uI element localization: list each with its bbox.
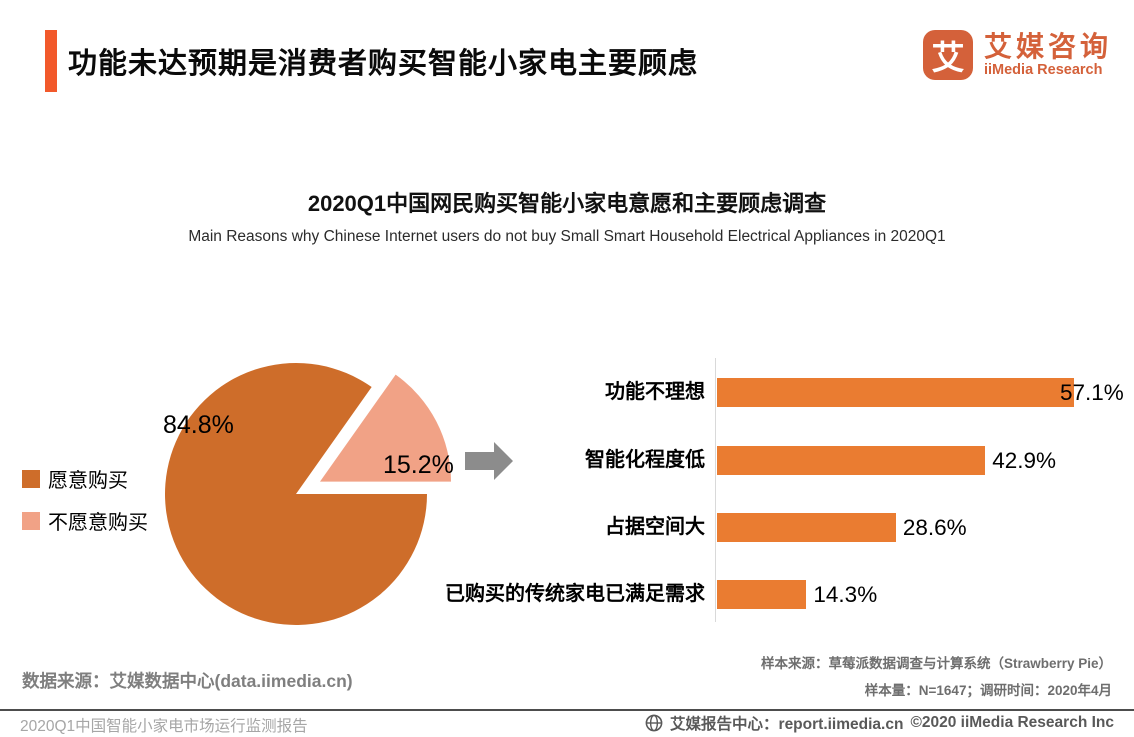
legend-label-willing: 愿意购买 — [48, 470, 128, 492]
bar-row: 智能化程度低 42.9% — [0, 446, 1134, 475]
arrow-right-icon — [465, 442, 513, 480]
bar — [717, 377, 1074, 407]
legend-label-unwilling: 不愿意购买 — [48, 512, 148, 534]
bar-row: 功能不理想 57.1% — [0, 377, 1134, 407]
footer-right: 艾媒报告中心：report.iimedia.cn ©2020 iiMedia R… — [645, 712, 1114, 734]
bar-value-label: 28.6% — [902, 515, 967, 540]
footer-copyright: ©2020 iiMedia Research Inc — [910, 714, 1114, 731]
legend-swatch-willing — [22, 469, 40, 488]
bar — [717, 580, 807, 609]
bar — [717, 446, 986, 475]
title-accent-bar — [45, 30, 57, 92]
iimedia-logo-icon: 艾 — [922, 30, 973, 80]
logo-name-en: iiMedia Research — [983, 61, 1103, 78]
sample-notes: 样本来源：草莓派数据调查与计算系统（Strawberry Pie） 样本量：N=… — [761, 650, 1112, 704]
bar-row: 已购买的传统家电已满足需求 14.3% — [0, 580, 1134, 609]
bar-value-label: 57.1% — [1060, 379, 1124, 405]
bar-category-label: 已购买的传统家电已满足需求 — [445, 583, 705, 605]
bar-value-label: 14.3% — [813, 582, 878, 607]
footer-report-center: 艾媒报告中心：report.iimedia.cn — [670, 716, 904, 733]
pie-value-unwilling: 15.2% — [383, 451, 454, 479]
logo-name-cn: 艾媒咨询 — [983, 30, 1112, 62]
page-title: 功能未达预期是消费者购买智能小家电主要顾虑 — [68, 48, 699, 80]
pie-value-willing: 84.8% — [163, 411, 234, 439]
chart-subtitle: Main Reasons why Chinese Internet users … — [188, 228, 946, 245]
bar-category-label: 功能不理想 — [605, 380, 705, 403]
iimedia-logo: 艾 艾媒咨询 iiMedia Research — [922, 30, 1112, 80]
logo-text: 艾媒咨询 iiMedia Research — [983, 30, 1112, 79]
legend-swatch-unwilling — [22, 511, 40, 530]
footer-divider — [0, 709, 1134, 711]
bar-row: 占据空间大 28.6% — [0, 513, 1134, 542]
data-source-note: 数据来源：艾媒数据中心(data.iimedia.cn) — [22, 671, 353, 691]
bar-axis-line — [715, 358, 716, 622]
chart-title: 2020Q1中国网民购买智能小家电意愿和主要顾虑调查 — [307, 191, 827, 216]
legend-item-unwilling: 不愿意购买 — [22, 506, 148, 535]
pie-legend: 愿意购买 不愿意购买 — [22, 464, 148, 548]
legend-item-willing: 愿意购买 — [22, 464, 148, 493]
logo-icon-glyph: 艾 — [931, 39, 965, 76]
bar-category-label: 占据空间大 — [605, 516, 705, 538]
globe-icon — [645, 714, 663, 732]
footer-report-name: 2020Q1中国智能小家电市场运行监测报告 — [20, 718, 308, 735]
bar-category-label: 智能化程度低 — [585, 449, 705, 471]
sample-info-note: 样本量：N=1647；调研时间：2020年4月 — [864, 683, 1112, 698]
bar-value-label: 42.9% — [992, 448, 1057, 473]
sample-source-note: 样本来源：草莓派数据调查与计算系统（Strawberry Pie） — [760, 656, 1112, 671]
bar — [717, 513, 896, 542]
